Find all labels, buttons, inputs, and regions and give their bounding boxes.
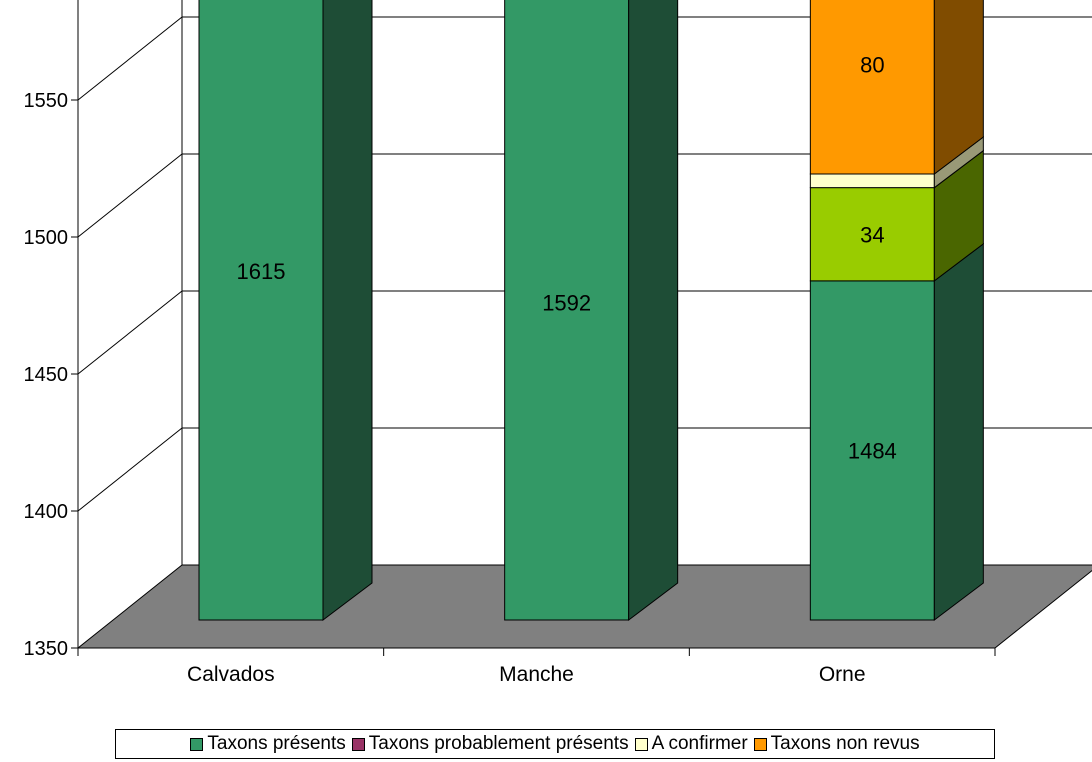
bar-segment	[198, 0, 373, 622]
category-label: Orne	[819, 663, 866, 686]
bar-segment	[504, 0, 679, 622]
bar-front	[809, 173, 935, 189]
legend-label: A confirmer	[651, 733, 748, 754]
bar-front	[504, 0, 630, 621]
legend-label: Taxons non revus	[770, 733, 920, 754]
data-label: 1592	[542, 290, 591, 315]
bar-side	[933, 0, 984, 175]
bar-side	[628, 0, 679, 622]
data-label: 34	[860, 222, 884, 247]
y-tick-label: 1500	[24, 227, 69, 249]
gridline-side	[77, 427, 183, 512]
legend-swatch	[634, 737, 648, 751]
category-label: Calvados	[187, 663, 275, 686]
bars	[198, 0, 984, 622]
legend-item: Taxons présents	[190, 733, 346, 755]
y-tick-label: 1350	[24, 638, 69, 660]
y-tick-label: 1550	[24, 90, 69, 112]
y-tick-label: 1400	[24, 501, 69, 523]
data-label: 1484	[848, 438, 897, 463]
data-label: 1615	[237, 259, 286, 284]
legend: Taxons présents Taxons probablement prése…	[115, 729, 995, 759]
gridline-side	[77, 290, 183, 375]
bar-segment	[809, 242, 984, 622]
bar-front	[198, 0, 324, 621]
y-tick-label: 1450	[24, 364, 69, 386]
gridline-side	[77, 153, 183, 238]
legend-swatch	[351, 737, 365, 751]
bar-segment	[809, 0, 984, 175]
gridline-side	[77, 16, 183, 101]
legend-label: Taxons présents	[207, 733, 346, 754]
legend-label: Taxons probablement présents	[368, 733, 629, 754]
bar-front	[809, 0, 935, 175]
axes	[71, 0, 996, 656]
bar-side	[322, 0, 373, 622]
legend-item: A confirmer	[634, 733, 748, 755]
bar-side	[933, 242, 984, 622]
legend-item: Taxons probablement présents	[351, 733, 629, 755]
category-labels: Calvados Manche Orne	[187, 663, 865, 686]
legend-swatch	[753, 737, 767, 751]
legend-swatch	[190, 737, 204, 751]
data-label: 80	[860, 52, 884, 77]
category-label: Manche	[499, 663, 574, 686]
legend-item: Taxons non revus	[753, 733, 920, 755]
data-labels: 161527981592285314843480	[237, 52, 897, 463]
y-tick-labels: 135014001450150015501600165017001750	[24, 90, 69, 660]
